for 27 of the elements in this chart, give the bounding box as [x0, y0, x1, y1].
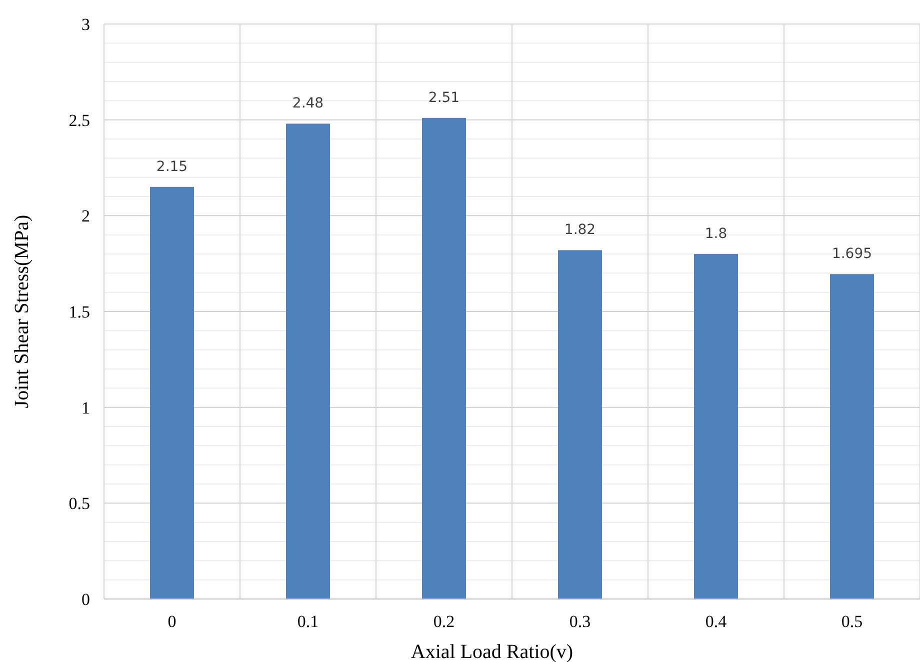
y-tick-label: 2.5	[68, 110, 90, 130]
data-label: 1.82	[564, 222, 596, 238]
bar	[150, 186, 194, 599]
data-label: 1.8	[704, 226, 728, 242]
bar	[694, 254, 738, 599]
x-tick-label: 0	[168, 612, 176, 631]
x-tick-label: 0.4	[705, 612, 728, 631]
x-tick-label: 0.5	[841, 612, 863, 631]
data-label: 1.695	[832, 246, 872, 262]
bar	[558, 250, 602, 599]
x-axis-title: Axial Load Ratio(v)	[410, 641, 574, 662]
bar	[830, 274, 874, 599]
y-tick-label: 0	[82, 590, 90, 609]
bar	[286, 124, 330, 599]
x-tick-label: 0.2	[433, 612, 455, 631]
data-label: 2.48	[292, 96, 324, 112]
y-tick-label: 1	[82, 398, 90, 418]
y-tick-label: 3	[82, 14, 90, 34]
bar	[422, 118, 466, 599]
y-tick-label: 0.5	[68, 494, 90, 514]
data-label: 2.15	[156, 158, 188, 175]
x-tick-label: 0.3	[569, 612, 591, 631]
x-tick-label: 0.1	[297, 612, 319, 631]
y-tick-label: 1.5	[68, 302, 90, 322]
y-axis-title: Joint Shear Stress(MPa)	[11, 214, 33, 408]
y-tick-label: 2	[82, 206, 90, 226]
data-label: 2.51	[428, 90, 460, 106]
